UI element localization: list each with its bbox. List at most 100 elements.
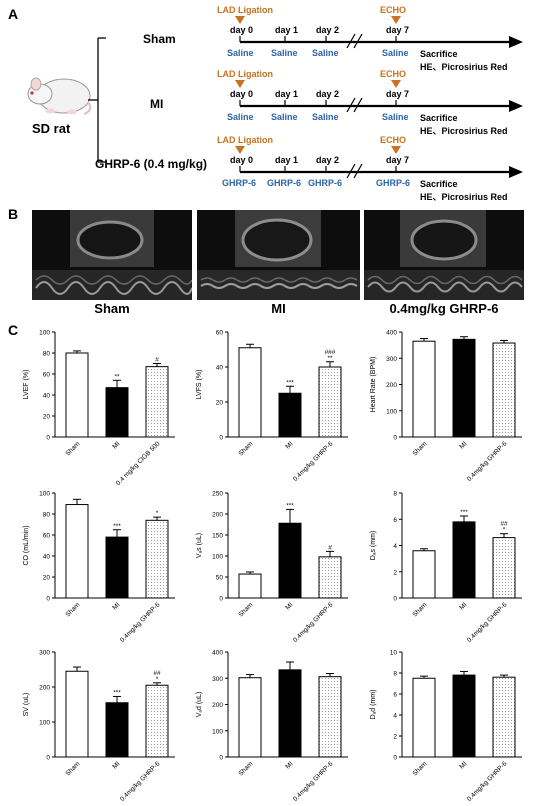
y-tick-label: 60 [43, 533, 51, 540]
bar [318, 556, 342, 599]
rat-label: SD rat [32, 121, 71, 136]
treatment-label: Saline [227, 112, 254, 122]
significance-label: ### [325, 349, 336, 356]
y-axis-label: CO (mL/min) [23, 525, 30, 565]
bar [238, 677, 262, 758]
y-tick-label: 0 [219, 435, 223, 442]
panel-a: SD rat Sham MI GHRP-6 (0.4 mg/kg) LAD Li… [0, 0, 550, 205]
bar-chart: 0 20 40 60 80 100 LVEF (%) Sham ** MI #0.4 mg/kg C… [23, 330, 175, 487]
y-axis-label: SV (uL) [23, 693, 30, 717]
x-tick-label: MI [458, 601, 468, 611]
significance-label: * [503, 527, 506, 534]
y-tick-label: 8 [393, 491, 397, 498]
x-tick-label: 0.4mg/kg GHRP-6 [292, 601, 335, 644]
bar [452, 674, 476, 758]
ligation-label: LAD Ligation [217, 5, 273, 15]
y-tick-label: 250 [212, 491, 223, 498]
significance-label: ** [327, 355, 333, 362]
endpoint-label: Sacrifice [420, 49, 458, 59]
significance-label: *** [113, 689, 121, 696]
y-axis-label: Vₐd (uL) [196, 692, 203, 718]
echo-image-ghrp6 [364, 210, 524, 300]
y-tick-label: 20 [43, 575, 51, 582]
y-tick-label: 2 [393, 734, 397, 741]
bar-chart: 0 20 40 60 80 100 CO (mL/min) Sham *** MI * 0.4mg/k… [23, 491, 175, 644]
x-tick-label: 0.4mg/kg GHRP-6 [466, 440, 509, 483]
x-tick-label: 0.4 mg/kg CIGB 500 [115, 440, 162, 487]
rat-icon [27, 77, 92, 115]
significance-label: *** [286, 502, 294, 509]
echo-label: ECHO [380, 135, 407, 145]
y-axis-label: LVEF (%) [23, 370, 30, 400]
bar-chart: 0 2 4 6 8 10 Dₐd (mm) Sham MI0.4mg/kg GHRP-6 [370, 650, 522, 803]
day-label: day 2 [316, 89, 340, 99]
y-axis-label: Heart Rate (BPM) [370, 357, 377, 413]
treatment-label: GHRP-6 [376, 178, 411, 188]
significance-label: # [328, 544, 332, 551]
treatment-label: Saline [312, 112, 339, 122]
y-tick-label: 10 [390, 650, 398, 657]
echo-image-sham [32, 210, 192, 300]
bar [492, 342, 516, 438]
x-tick-label: Sham [237, 760, 254, 777]
x-tick-label: MI [284, 440, 294, 450]
y-tick-label: 0 [393, 755, 397, 762]
y-tick-label: 0 [46, 755, 50, 762]
x-tick-label: MI [111, 601, 121, 611]
panel-label-c: C [8, 322, 19, 338]
x-tick-label: MI [111, 760, 121, 770]
day-label: day 0 [230, 155, 254, 165]
x-tick-label: MI [458, 440, 468, 450]
x-tick-label: Sham [411, 760, 428, 777]
x-tick-label: MI [284, 601, 294, 611]
y-tick-label: 0 [219, 596, 223, 603]
y-tick-label: 200 [212, 702, 223, 709]
echo-label-ghrp6: 0.4mg/kg GHRP-6 [389, 301, 499, 316]
y-tick-label: 20 [43, 414, 51, 421]
group-name-mi: MI [150, 97, 164, 111]
bar [105, 536, 129, 599]
significance-label: * [156, 510, 159, 517]
significance-label: ## [153, 670, 161, 677]
y-axis-label: Dₐd (mm) [370, 690, 377, 720]
x-tick-label: 0.4mg/kg GHRP-6 [292, 440, 335, 483]
day-label: day 2 [316, 155, 340, 165]
bar [105, 387, 129, 438]
panel-label-b: B [8, 206, 19, 222]
y-tick-label: 200 [212, 512, 223, 519]
y-tick-label: 80 [43, 351, 51, 358]
y-tick-label: 300 [386, 356, 397, 363]
y-tick-label: 100 [212, 728, 223, 735]
group-name-sham: Sham [143, 32, 176, 46]
bar [318, 676, 342, 758]
bar [238, 347, 262, 438]
x-tick-label: MI [284, 760, 294, 770]
bar [145, 366, 169, 438]
endpoint-label: HE、Picrosirius Red [420, 192, 508, 202]
significance-label: *** [113, 523, 121, 530]
treatment-label: Saline [271, 48, 298, 58]
bar-chart: 0 50 100 150 200 250 Vₐs (uL) Sham *** MI #0.4mg/k… [196, 491, 348, 644]
y-tick-label: 400 [386, 330, 397, 337]
y-tick-label: 400 [212, 650, 223, 657]
bar [238, 573, 262, 599]
ligation-label: LAD Ligation [217, 135, 273, 145]
timeline-arrow [235, 146, 523, 179]
y-tick-label: 6 [393, 692, 397, 699]
y-tick-label: 150 [212, 533, 223, 540]
y-tick-label: 100 [39, 491, 50, 498]
significance-label: *** [286, 379, 294, 386]
timeline-arrow [235, 80, 523, 113]
significance-label: *** [460, 509, 468, 516]
bar [145, 519, 169, 599]
bar [492, 537, 516, 599]
y-tick-label: 0 [46, 435, 50, 442]
x-tick-label: 0.4mg/kg GHRP-6 [466, 601, 509, 644]
significance-label: # [155, 357, 159, 364]
treatment-label: Saline [382, 48, 409, 58]
treatment-label: GHRP-6 [308, 178, 343, 188]
significance-label: ## [500, 521, 508, 528]
x-tick-label: MI [111, 440, 121, 450]
